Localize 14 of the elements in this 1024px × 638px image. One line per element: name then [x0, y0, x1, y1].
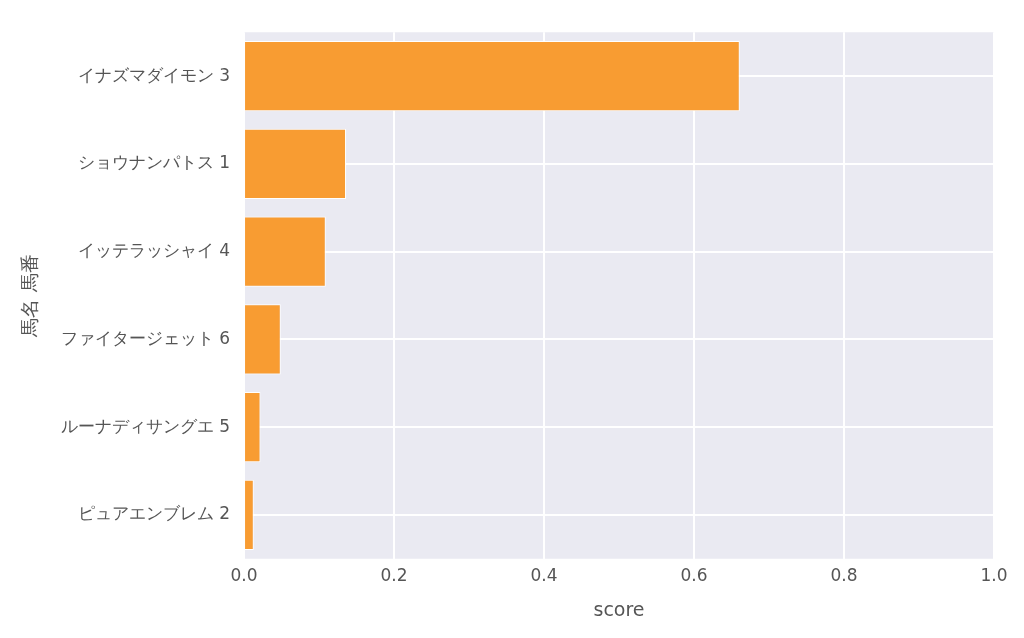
- y-tick-label: ピュアエンブレム 2: [77, 503, 231, 524]
- x-tick-label: 0.6: [680, 565, 708, 586]
- y-axis-title: 馬名 馬番: [18, 254, 41, 338]
- y-tick-label: ファイタージェット 6: [60, 327, 231, 348]
- x-tick-label: 0.8: [830, 565, 858, 586]
- y-tick-label: ルーナディサングエ 5: [60, 415, 231, 436]
- x-tick-label: 0.2: [380, 565, 408, 586]
- x-tick-label: 0.0: [230, 565, 258, 586]
- y-tick-label: イナズマダイモン 3: [77, 64, 231, 85]
- x-tick-label: 1.0: [980, 565, 1008, 586]
- y-tick-label: イッテラッシャイ 4: [77, 240, 231, 261]
- x-tick-label: 0.4: [530, 565, 558, 586]
- x-axis-title: score: [593, 597, 645, 620]
- y-tick-label: ショウナンパトス 1: [77, 152, 231, 173]
